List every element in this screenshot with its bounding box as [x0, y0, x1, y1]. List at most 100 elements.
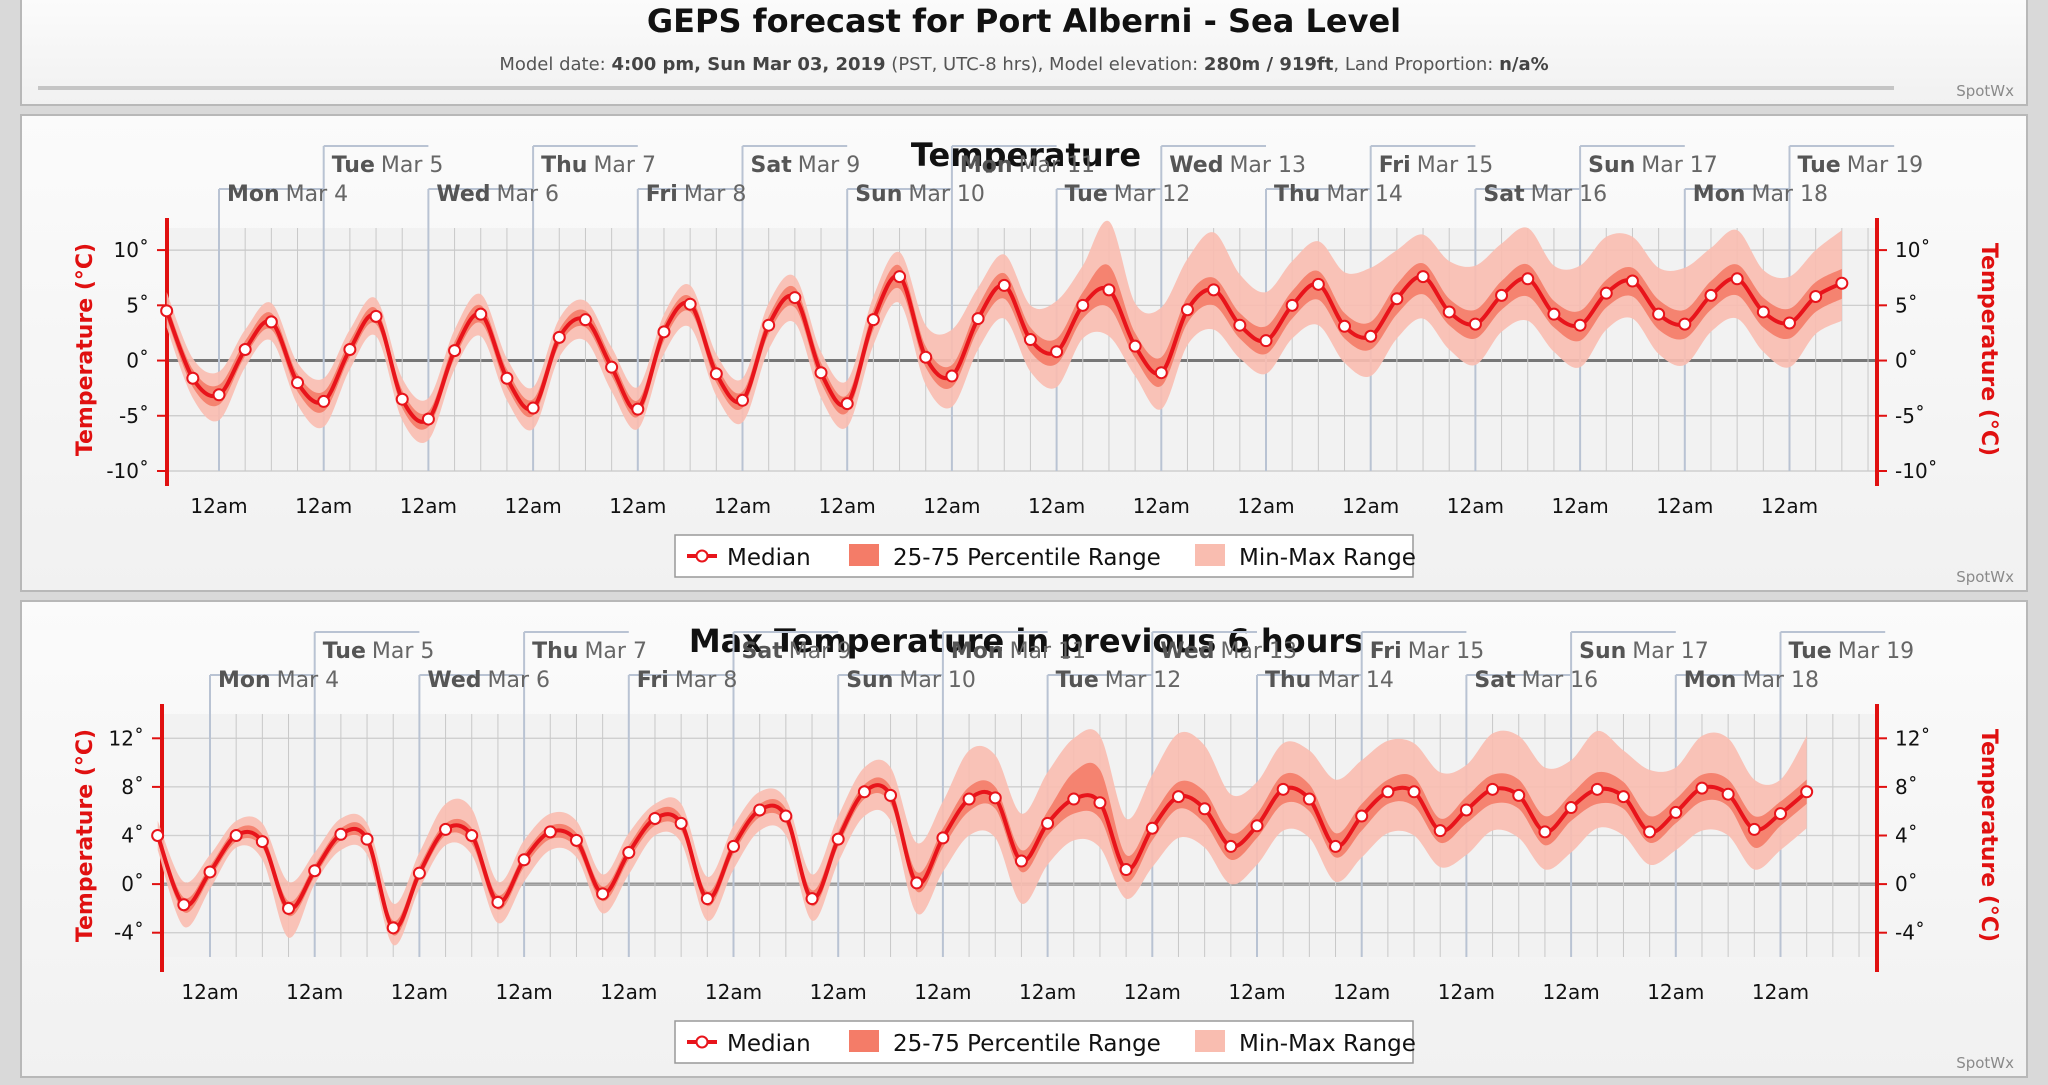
day-date: Mar 19 — [1847, 153, 1924, 178]
y-tick-label: 10˚ — [114, 238, 149, 262]
median-point — [1616, 790, 1630, 804]
forecast-header: GEPS forecast for Port Alberni - Sea Lev… — [20, 0, 2028, 106]
median-point — [1747, 822, 1761, 836]
median-point — [1076, 298, 1090, 312]
day-date: Mar 15 — [1417, 153, 1494, 178]
median-point — [1198, 802, 1212, 816]
median-point — [543, 825, 557, 839]
legend: Median 25-75 Percentile Range Min-Max Rang… — [674, 534, 1416, 578]
day-name: Fri — [646, 182, 678, 207]
y-axis-title: Temperature (°C) — [73, 729, 98, 942]
day-date: Mar 8 — [675, 668, 738, 693]
day-name: Sat — [742, 639, 784, 664]
day-name: Sat — [751, 153, 793, 178]
y-tick-label: -5˚ — [119, 404, 149, 428]
day-date: Mar 9 — [789, 639, 852, 664]
day-name: Wed — [1160, 639, 1214, 664]
day-label: Tue Mar 19 — [1789, 639, 1915, 664]
median-point — [1547, 307, 1561, 321]
median-point — [1050, 345, 1064, 359]
legend-minmax-label: Min-Max Range — [1239, 545, 1416, 571]
median-point — [1590, 782, 1604, 796]
legend: Median 25-75 Percentile Range Min-Max Rang… — [674, 1020, 1416, 1064]
median-point — [779, 809, 793, 823]
day-name: Sat — [1483, 182, 1525, 207]
median-point — [1311, 277, 1325, 291]
day-label: Sat Mar 9 — [742, 639, 852, 664]
median-point — [186, 371, 200, 385]
median-point — [448, 344, 462, 358]
day-name: Mon — [1693, 182, 1746, 207]
x-tick-label: 12am — [914, 980, 971, 1004]
x-tick-label: 12am — [714, 494, 771, 518]
day-label: Sat Mar 16 — [1474, 668, 1598, 693]
median-point — [1233, 318, 1247, 332]
y-tick-label: -4˚ — [1895, 921, 1925, 945]
median-point — [1643, 825, 1657, 839]
median-point — [1067, 792, 1081, 806]
median-point — [736, 393, 749, 407]
day-label: Sun Mar 17 — [1579, 639, 1709, 664]
median-point — [1783, 316, 1796, 330]
median-point — [1495, 288, 1509, 302]
day-label: Tue Mar 12 — [1056, 668, 1182, 693]
day-label: Fri Mar 8 — [637, 668, 738, 693]
legend-median-label: Median — [727, 545, 811, 571]
median-point — [1041, 816, 1055, 830]
median-point — [317, 394, 331, 408]
median-point — [988, 791, 1002, 805]
median-point — [1364, 329, 1378, 343]
day-label: Thu Mar 7 — [541, 153, 656, 178]
day-name: Fri — [637, 668, 669, 693]
median-point — [1756, 305, 1770, 319]
day-label: Sat Mar 9 — [751, 153, 861, 178]
median-point — [255, 835, 269, 849]
median-point — [997, 278, 1011, 292]
median-point — [1285, 298, 1299, 312]
x-tick-label: 12am — [1752, 980, 1809, 1004]
median-point — [910, 876, 924, 890]
day-name: Sun — [855, 182, 902, 207]
day-label: Mon Mar 4 — [218, 668, 339, 693]
median-point — [596, 887, 610, 901]
median-point — [814, 366, 828, 380]
median-point — [291, 376, 305, 390]
median-point — [1171, 790, 1185, 804]
day-date: Mar 10 — [899, 668, 976, 693]
y-tick-label: 8˚ — [121, 775, 144, 799]
median-point — [1128, 339, 1142, 353]
day-name: Tue — [1056, 668, 1099, 693]
legend-box — [674, 1020, 1414, 1064]
legend-median-marker — [695, 1035, 709, 1049]
model-elevation: 280m / 919ft — [1203, 54, 1334, 75]
median-point — [840, 397, 854, 411]
day-label: Tue Mar 19 — [1798, 153, 1924, 178]
x-tick-label: 12am — [391, 980, 448, 1004]
day-date: Mar 14 — [1317, 668, 1394, 693]
median-point — [1407, 785, 1421, 799]
day-name: Sun — [846, 668, 893, 693]
day-date: Mar 17 — [1641, 153, 1718, 178]
median-point — [395, 392, 409, 406]
day-date: Mar 12 — [1114, 182, 1191, 207]
median-point — [1302, 792, 1316, 806]
day-date: Mar 7 — [584, 639, 647, 664]
day-name: Fri — [1379, 153, 1411, 178]
x-tick-label: 12am — [181, 980, 238, 1004]
chart-title: Temperature — [911, 136, 1141, 174]
median-point — [1800, 785, 1814, 799]
day-date: Mar 10 — [908, 182, 985, 207]
median-point — [569, 833, 583, 847]
day-date: Mar 6 — [497, 182, 560, 207]
y-tick-label: -5˚ — [1895, 404, 1925, 428]
median-point — [203, 865, 217, 879]
day-name: Wed — [436, 182, 490, 207]
median-point — [709, 367, 723, 381]
legend-minmax-label: Min-Max Range — [1239, 1031, 1416, 1057]
chart-title: Max Temperature in previous 6 hours — [689, 622, 1363, 660]
median-point — [1468, 317, 1482, 331]
median-point — [1224, 839, 1238, 853]
median-point — [517, 853, 531, 867]
median-point — [1329, 839, 1343, 853]
